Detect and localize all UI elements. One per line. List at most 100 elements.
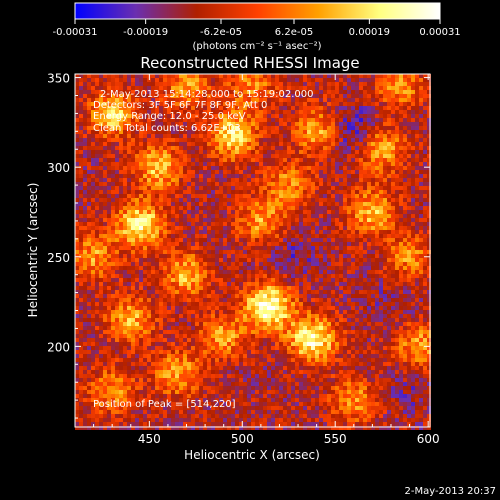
heatmap-pixel — [307, 158, 311, 162]
heatmap-pixel — [143, 214, 147, 218]
heatmap-pixel — [175, 190, 179, 194]
heatmap-pixel — [151, 270, 155, 274]
heatmap-pixel — [399, 126, 403, 130]
heatmap-pixel — [95, 74, 99, 78]
heatmap-pixel — [419, 174, 423, 178]
heatmap-pixel — [167, 270, 171, 274]
heatmap-pixel — [99, 238, 103, 242]
heatmap-pixel — [275, 274, 279, 278]
heatmap-pixel — [331, 146, 335, 150]
heatmap-pixel — [235, 222, 239, 226]
heatmap-pixel — [267, 102, 271, 106]
heatmap-pixel — [287, 198, 291, 202]
heatmap-pixel — [379, 238, 383, 242]
heatmap-pixel — [299, 78, 303, 82]
heatmap-pixel — [407, 234, 411, 238]
heatmap-pixel — [363, 170, 367, 174]
heatmap-pixel — [219, 126, 223, 130]
heatmap-pixel — [351, 166, 355, 170]
heatmap-pixel — [347, 238, 351, 242]
heatmap-pixel — [355, 186, 359, 190]
heatmap-pixel — [239, 290, 243, 294]
heatmap-pixel — [155, 202, 159, 206]
heatmap-pixel — [251, 294, 255, 298]
heatmap-pixel — [79, 82, 83, 86]
heatmap-pixel — [343, 138, 347, 142]
heatmap-pixel — [115, 294, 119, 298]
heatmap-pixel — [195, 254, 199, 258]
heatmap-pixel — [279, 238, 283, 242]
heatmap-pixel — [151, 258, 155, 262]
heatmap-pixel — [371, 258, 375, 262]
heatmap-pixel — [151, 210, 155, 214]
heatmap-pixel — [379, 138, 383, 142]
heatmap-pixel — [75, 206, 79, 210]
heatmap-pixel — [215, 262, 219, 266]
heatmap-pixel — [143, 278, 147, 282]
heatmap-pixel — [79, 294, 83, 298]
heatmap-pixel — [419, 106, 423, 110]
heatmap-pixel — [127, 158, 131, 162]
heatmap-pixel — [375, 74, 379, 78]
heatmap-pixel — [139, 86, 143, 90]
heatmap-pixel — [99, 234, 103, 238]
heatmap-pixel — [123, 78, 127, 82]
heatmap-pixel — [319, 118, 323, 122]
heatmap-pixel — [243, 258, 247, 262]
heatmap-pixel — [231, 150, 235, 154]
heatmap-pixel — [227, 270, 231, 274]
heatmap-pixel — [391, 290, 395, 294]
heatmap-pixel — [163, 266, 167, 270]
heatmap-pixel — [403, 286, 407, 290]
heatmap-pixel — [259, 294, 263, 298]
heatmap-pixel — [259, 270, 263, 274]
heatmap-pixel — [311, 226, 315, 230]
heatmap-pixel — [115, 274, 119, 278]
heatmap-pixel — [263, 162, 267, 166]
heatmap-pixel — [331, 278, 335, 282]
heatmap-pixel — [187, 270, 191, 274]
heatmap-pixel — [279, 122, 283, 126]
heatmap-pixel — [379, 246, 383, 250]
heatmap-pixel — [115, 218, 119, 222]
heatmap-pixel — [191, 242, 195, 246]
heatmap-pixel — [279, 110, 283, 114]
heatmap-pixel — [287, 122, 291, 126]
heatmap-pixel — [299, 146, 303, 150]
heatmap-pixel — [107, 230, 111, 234]
heatmap-pixel — [427, 98, 431, 102]
heatmap-pixel — [275, 266, 279, 270]
heatmap-pixel — [119, 130, 123, 134]
heatmap-pixel — [403, 238, 407, 242]
heatmap-pixel — [151, 74, 155, 78]
heatmap-pixel — [203, 138, 207, 142]
heatmap-pixel — [151, 138, 155, 142]
heatmap-pixel — [339, 102, 343, 106]
heatmap-pixel — [307, 282, 311, 286]
heatmap-pixel — [187, 142, 191, 146]
heatmap-pixel — [211, 134, 215, 138]
heatmap-pixel — [363, 158, 367, 162]
heatmap-pixel — [135, 102, 139, 106]
heatmap-pixel — [371, 86, 375, 90]
heatmap-pixel — [407, 162, 411, 166]
heatmap-pixel — [115, 86, 119, 90]
heatmap-pixel — [275, 294, 279, 298]
heatmap-pixel — [267, 190, 271, 194]
heatmap-pixel — [303, 254, 307, 258]
heatmap-pixel — [143, 218, 147, 222]
heatmap-pixel — [299, 178, 303, 182]
heatmap-pixel — [207, 186, 211, 190]
heatmap-pixel — [79, 226, 83, 230]
heatmap-pixel — [219, 254, 223, 258]
heatmap-pixel — [207, 182, 211, 186]
heatmap-pixel — [107, 106, 111, 110]
heatmap-pixel — [135, 282, 139, 286]
heatmap-pixel — [423, 102, 427, 106]
heatmap-pixel — [91, 242, 95, 246]
heatmap-pixel — [167, 206, 171, 210]
heatmap-pixel — [219, 94, 223, 98]
heatmap-pixel — [255, 138, 259, 142]
heatmap-pixel — [99, 230, 103, 234]
heatmap-pixel — [379, 278, 383, 282]
